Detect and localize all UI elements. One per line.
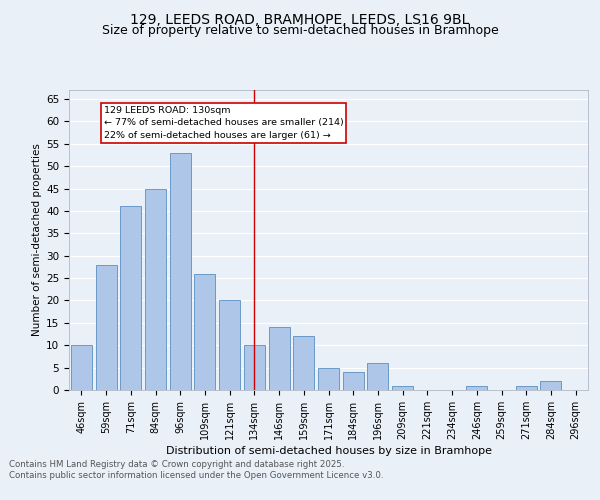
Bar bbox=[293, 336, 314, 390]
Text: Size of property relative to semi-detached houses in Bramhope: Size of property relative to semi-detach… bbox=[101, 24, 499, 37]
Bar bbox=[145, 188, 166, 390]
Bar bbox=[541, 381, 562, 390]
Bar bbox=[95, 264, 116, 390]
Bar bbox=[516, 386, 537, 390]
Bar bbox=[244, 345, 265, 390]
Text: 129, LEEDS ROAD, BRAMHOPE, LEEDS, LS16 9BL: 129, LEEDS ROAD, BRAMHOPE, LEEDS, LS16 9… bbox=[130, 12, 470, 26]
Bar bbox=[318, 368, 339, 390]
Bar bbox=[194, 274, 215, 390]
Bar bbox=[219, 300, 240, 390]
Bar bbox=[367, 363, 388, 390]
Text: 129 LEEDS ROAD: 130sqm
← 77% of semi-detached houses are smaller (214)
22% of se: 129 LEEDS ROAD: 130sqm ← 77% of semi-det… bbox=[104, 106, 343, 140]
Bar bbox=[170, 152, 191, 390]
Bar bbox=[343, 372, 364, 390]
Bar bbox=[120, 206, 141, 390]
Bar bbox=[71, 345, 92, 390]
Bar bbox=[269, 328, 290, 390]
Text: Contains HM Land Registry data © Crown copyright and database right 2025.: Contains HM Land Registry data © Crown c… bbox=[9, 460, 344, 469]
Bar bbox=[392, 386, 413, 390]
X-axis label: Distribution of semi-detached houses by size in Bramhope: Distribution of semi-detached houses by … bbox=[166, 446, 491, 456]
Y-axis label: Number of semi-detached properties: Number of semi-detached properties bbox=[32, 144, 42, 336]
Text: Contains public sector information licensed under the Open Government Licence v3: Contains public sector information licen… bbox=[9, 471, 383, 480]
Bar bbox=[466, 386, 487, 390]
